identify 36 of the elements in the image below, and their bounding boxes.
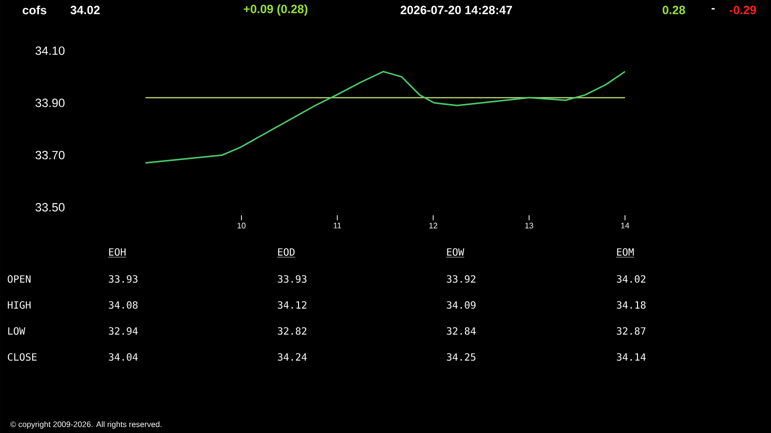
text: OPEN bbox=[8, 275, 31, 283]
data-label: 33.93 bbox=[278, 275, 306, 283]
y-tick-label: 33.50 bbox=[36, 203, 65, 212]
data-label: 32.87 bbox=[616, 327, 646, 335]
data-label: 34.24 bbox=[278, 353, 307, 361]
category-label: EOH bbox=[109, 248, 126, 256]
y-tick-label: 33.90 bbox=[36, 98, 65, 108]
category-label: EOM bbox=[617, 248, 634, 256]
data-label: 32.82 bbox=[278, 327, 306, 335]
data-label: 34.18 bbox=[616, 301, 646, 309]
data-label: 34.12 bbox=[278, 301, 306, 309]
data-label: 34.25 bbox=[446, 353, 476, 361]
text: -0.29 bbox=[730, 6, 756, 14]
data-label: 32.84 bbox=[446, 327, 476, 335]
text: +0.09 (0.28) bbox=[244, 4, 308, 16]
data-label: 33.92 bbox=[446, 275, 476, 283]
text: 2026-07-20 14:28:47 bbox=[400, 6, 512, 14]
text: cofs bbox=[22, 6, 46, 14]
data-label: 34.14 bbox=[616, 353, 646, 361]
category-label: EOW bbox=[447, 248, 464, 256]
line-series bbox=[144, 70, 626, 164]
data-label: 32.94 bbox=[108, 327, 138, 335]
data-label: 34.08 bbox=[108, 301, 138, 309]
data-label: 34.04 bbox=[108, 353, 138, 361]
text: 0.28 bbox=[662, 6, 686, 14]
data-label: 34.02 bbox=[616, 275, 646, 283]
text: CLOSE bbox=[8, 353, 37, 361]
text: HIGH bbox=[8, 301, 31, 309]
category-label: EOD bbox=[278, 248, 295, 256]
text: 34.02 bbox=[70, 6, 100, 14]
text: LOW bbox=[8, 327, 26, 335]
data-label: 33.93 bbox=[108, 275, 138, 283]
y-tick-label: 33.70 bbox=[36, 150, 65, 160]
data-label: 34.09 bbox=[446, 301, 476, 309]
y-tick-label: 34.10 bbox=[36, 46, 65, 55]
text: - bbox=[712, 8, 715, 10]
